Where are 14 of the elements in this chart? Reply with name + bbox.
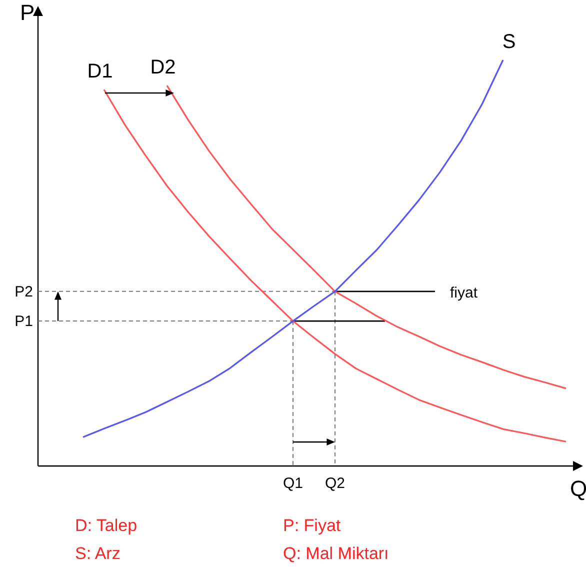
ref-line-label: P1 <box>14 313 33 330</box>
series-label: S <box>502 31 516 53</box>
x-axis-title: Q <box>570 476 586 501</box>
text: S: Arz <box>75 544 120 563</box>
text: Q: Mal Miktarı <box>283 544 389 563</box>
text: D: Talep <box>75 516 138 535</box>
annotation: fiyat <box>450 284 478 302</box>
text: P: Fiyat <box>283 516 341 535</box>
x-tick-label: Q2 <box>324 475 346 492</box>
y-axis-title: P <box>20 0 35 25</box>
x-tick-label: Q1 <box>282 475 304 492</box>
series-label: D1 <box>87 60 113 83</box>
series-label: D2 <box>150 56 176 79</box>
ref-line-label: P2 <box>14 283 33 300</box>
